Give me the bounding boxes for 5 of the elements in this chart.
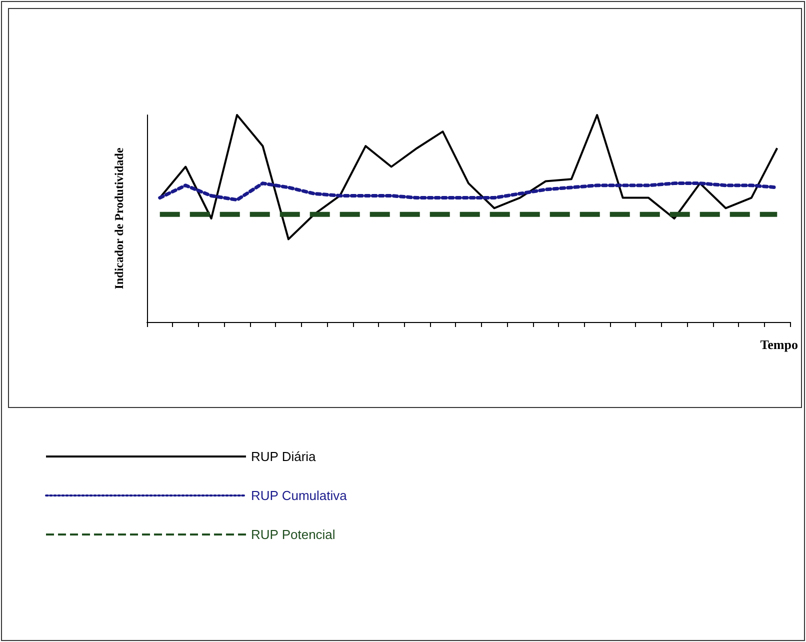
text: RUP Potencial	[251, 527, 336, 542]
text: RUP Diária	[251, 449, 317, 464]
text: RUP Cumulativa	[251, 488, 348, 503]
x-axis-title: Tempo	[760, 337, 798, 352]
y-axis-title: Indicador de Produtividade	[112, 147, 126, 290]
